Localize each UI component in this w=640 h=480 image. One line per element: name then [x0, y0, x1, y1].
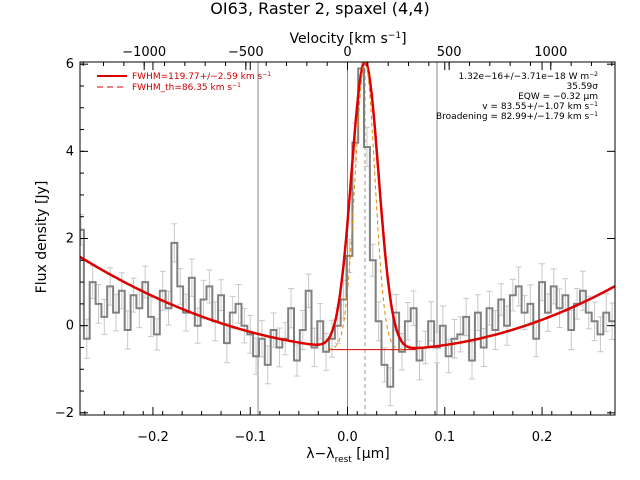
- x-tick-label: 0.1: [434, 430, 455, 445]
- top-tick-label: 1000: [534, 45, 567, 60]
- spectrum-line: [80, 67, 615, 388]
- x-tick-label: 0.0: [337, 430, 358, 445]
- x-tick-label: −0.2: [137, 430, 169, 445]
- y-tick-label: 6: [66, 57, 74, 72]
- y-axis-label: Flux density [Jy]: [34, 181, 50, 294]
- annotation-text: Broadening = 82.99+/−1.79 km s−1: [436, 111, 598, 122]
- chart-title: OI63, Raster 2, spaxel (4,4): [210, 0, 429, 18]
- thermal-profile-line: [327, 62, 406, 351]
- annotation-text: 1.32e−16+/−3.71e−18 W m−2: [459, 71, 599, 82]
- x-tick-label: −0.1: [234, 430, 266, 445]
- top-axis-label: Velocity [km s−1]: [289, 31, 406, 47]
- top-tick-label: 500: [437, 45, 462, 60]
- y-tick-label: −2: [55, 406, 74, 421]
- y-tick-label: 2: [66, 232, 74, 247]
- y-tick-label: 0: [66, 319, 74, 334]
- annotation-text: 35.59σ: [567, 82, 599, 92]
- top-tick-label: 0: [343, 45, 351, 60]
- x-axis-label: λ−λrest [μm]: [306, 446, 390, 465]
- x-tick-label: 0.2: [532, 430, 553, 445]
- top-tick-label: −1000: [122, 45, 166, 60]
- legend-label: FWHM=119.77+/−2.59 km s−1: [132, 71, 271, 82]
- plot-series-group: [80, 62, 615, 407]
- annotation-text: EQW = −0.32 μm: [518, 92, 598, 102]
- y-tick-label: 4: [66, 144, 74, 159]
- annotation-text: v = 83.55+/−1.07 km s−1: [482, 101, 598, 112]
- legend-label: FWHM_th=86.35 km s−1: [132, 82, 241, 93]
- top-tick-label: −500: [228, 45, 264, 60]
- gaussian-fit-line: [80, 62, 615, 350]
- plot-area: −0.2 −0.1 0.0 0.1 0.2 −2 0 2 4 6 −1000 −500 0 500 1000…: [55, 45, 616, 445]
